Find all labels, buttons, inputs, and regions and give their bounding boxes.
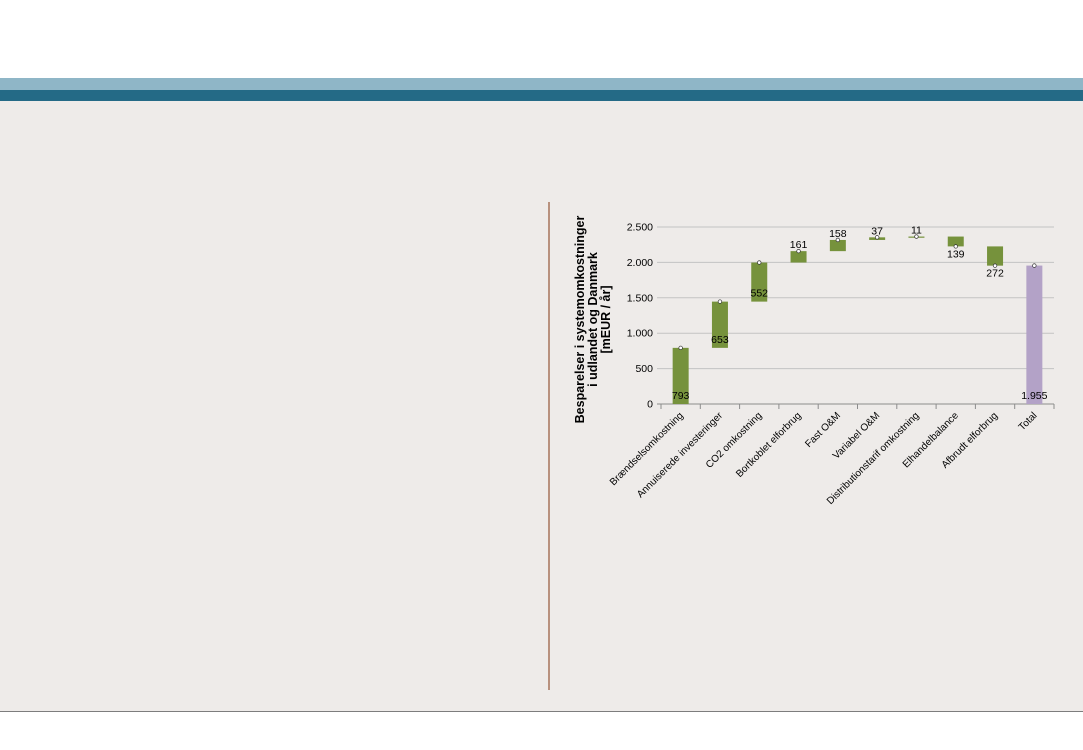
data-label: 272 xyxy=(986,268,1004,280)
y-axis-ticks: 0 500 1.000 1.500 2.000 2.500 xyxy=(627,222,653,411)
data-label: 1.955 xyxy=(1021,390,1047,402)
bar-2 xyxy=(751,262,768,302)
y-tick-label: 1.000 xyxy=(627,328,653,340)
end-marker xyxy=(835,237,841,243)
bar-1 xyxy=(711,301,728,348)
y-axis-title-line: Besparelser i systemomkostninger xyxy=(573,216,587,424)
bar-9 xyxy=(1026,265,1043,404)
x-axis-label: Brændselsomkostning xyxy=(608,410,686,488)
y-tick-label: 1.500 xyxy=(627,292,653,304)
bar-0 xyxy=(672,347,689,404)
header-band-light xyxy=(0,78,1083,90)
chart-bars xyxy=(672,236,1043,404)
end-marker xyxy=(678,345,683,351)
bar-4 xyxy=(829,239,846,252)
end-marker xyxy=(992,263,998,268)
end-marker xyxy=(875,235,880,240)
footer-white-area xyxy=(0,712,1083,750)
y-axis-title-line: [mEUR / år] xyxy=(599,285,613,353)
data-labels: 793 653 552 161 158 37 11 139 272 1.955 xyxy=(672,225,1048,402)
data-label: 139 xyxy=(947,248,965,260)
y-tick-label: 500 xyxy=(635,363,653,375)
end-markers xyxy=(678,234,1037,351)
y-tick-label: 2.500 xyxy=(627,222,653,234)
y-axis-title-line: i udlandet og Danmark xyxy=(586,252,600,387)
data-label: 11 xyxy=(911,225,922,237)
x-axis-label: Total xyxy=(1017,410,1040,433)
data-label: 161 xyxy=(790,239,808,251)
data-label: 158 xyxy=(829,228,847,240)
y-tick-label: 2.000 xyxy=(627,257,653,269)
end-marker xyxy=(796,248,801,254)
bar-8 xyxy=(987,246,1004,266)
header-band-dark xyxy=(0,90,1083,101)
data-label: 37 xyxy=(871,225,883,237)
vertical-divider xyxy=(548,202,550,690)
data-label: 653 xyxy=(711,334,729,346)
end-marker xyxy=(717,299,723,304)
end-marker xyxy=(757,260,762,265)
x-axis-label: Fast O&M xyxy=(803,410,843,450)
y-axis-title: Besparelser i systemomkostningeri udland… xyxy=(573,216,613,424)
header-white-area xyxy=(0,0,1083,78)
bar-7 xyxy=(947,236,964,247)
data-label: 793 xyxy=(672,390,690,402)
waterfall-chart: 0 500 1.000 1.500 2.000 2.500 793 653 552 161 158… xyxy=(573,216,1055,507)
bar-3 xyxy=(790,251,807,263)
end-marker xyxy=(914,234,919,239)
end-marker xyxy=(1032,263,1037,268)
y-tick-label: 0 xyxy=(647,399,653,411)
x-axis-label: Bortkoblet elforbrug xyxy=(734,410,803,479)
end-marker xyxy=(953,244,958,249)
footer-line xyxy=(0,711,1083,712)
data-label: 552 xyxy=(750,288,768,300)
